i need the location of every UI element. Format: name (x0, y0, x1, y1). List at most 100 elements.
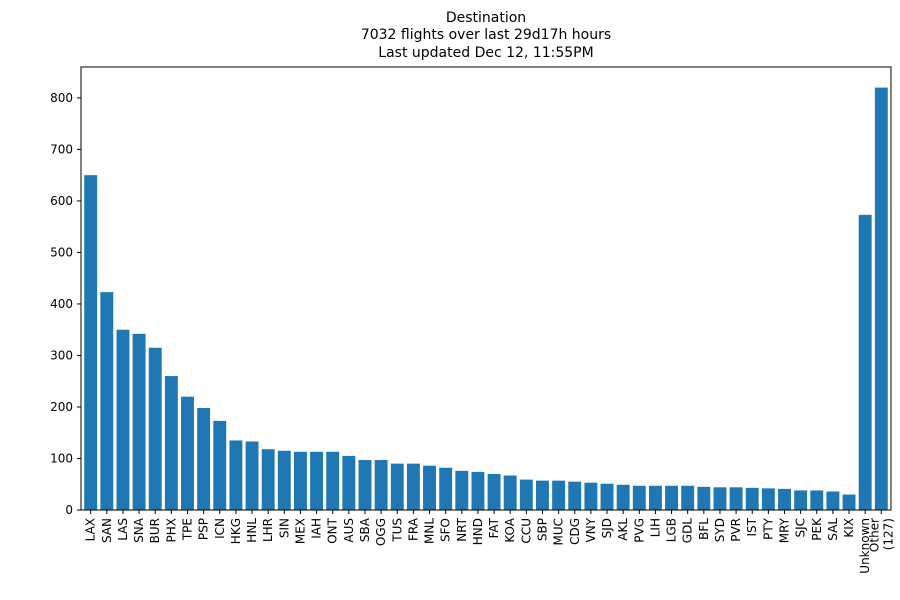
bar-kix (842, 494, 856, 510)
x-tick-label: ONT (326, 517, 340, 543)
y-tick-label: 600 (50, 194, 73, 208)
bar-lih (648, 485, 662, 510)
bar-ist (745, 487, 759, 510)
bar-sna (132, 333, 146, 510)
x-tick-label: SBA (358, 517, 372, 542)
x-tick-label: FAT (487, 517, 501, 538)
bar-sfo (439, 467, 453, 510)
bar-bur (148, 347, 162, 510)
x-tick-label: SIN (277, 518, 291, 538)
bar-sba (358, 460, 372, 510)
bar-gdl (681, 485, 695, 510)
bar-tus (390, 463, 404, 510)
x-tick-label: LAX (84, 518, 98, 541)
bar-phx (164, 376, 178, 510)
x-tick-label: KOA (503, 517, 517, 542)
x-tick-label: SAL (826, 518, 840, 541)
bar-aus (342, 455, 356, 510)
bar-ccu (519, 479, 533, 510)
x-tick-label: LIH (648, 518, 662, 537)
x-tick-label: SBP (535, 518, 549, 541)
y-axis: 0 100 200 300 400 500 600 700 800 (50, 91, 81, 517)
bar-akl (616, 484, 630, 510)
bar-sjc (794, 490, 808, 510)
bar-sal (826, 491, 840, 510)
bar-other (874, 87, 888, 510)
y-tick-label: 700 (50, 142, 73, 156)
x-tick-label: NRT (455, 517, 469, 541)
x-tick-label: SJC (794, 518, 808, 538)
bar-koa (503, 475, 517, 510)
plot-frame (80, 66, 892, 511)
x-axis: LAX SAN LAS SNA BUR PHX TPE PSP ICN HKG HNL LHR SIN M… (84, 510, 895, 574)
y-tick-label: 500 (50, 245, 73, 259)
bar-fra (406, 463, 420, 510)
bar-lhr (261, 449, 275, 510)
x-tick-label: HKG (229, 518, 243, 544)
x-tick-label: AUS (342, 518, 356, 543)
bar-hnd (471, 471, 485, 510)
x-tick-label: HND (471, 518, 485, 545)
bar-pek (810, 490, 824, 510)
bar-muc (552, 480, 566, 510)
x-tick-label: LHR (261, 518, 275, 542)
bar-tpe (181, 396, 194, 510)
bar-sbp (536, 480, 549, 510)
bar-pty (761, 488, 775, 510)
chart-title-line-3: Last updated Dec 12, 11:55PM (378, 45, 593, 61)
x-tick-label: MEX (293, 518, 307, 544)
x-tick-label: PSP (197, 518, 211, 540)
bar-las (116, 329, 130, 510)
x-tick-label: IST (745, 517, 759, 536)
bar-cdg (568, 481, 582, 510)
chart-title-line-1: Destination (446, 10, 526, 26)
x-tick-label: SAN (100, 518, 114, 543)
x-tick-label: KIX (842, 518, 856, 538)
bar-sin (277, 450, 291, 510)
x-tick-label: AKL (616, 518, 630, 541)
x-tick-label: BFL (697, 518, 711, 540)
x-tick-label: MNL (423, 518, 437, 544)
bar-mex (293, 451, 307, 510)
x-tick-label: PTY (761, 517, 775, 540)
y-tick-label: 200 (50, 400, 73, 414)
x-tick-label: SNA (132, 517, 146, 543)
bar-vny (584, 482, 598, 510)
bar-hkg (229, 440, 243, 510)
x-tick-label: BUR (148, 518, 162, 543)
x-tick-label: LGB (665, 518, 679, 542)
bar-hnl (245, 441, 259, 510)
x-tick-label: TUS (390, 518, 404, 543)
x-tick-label: IAH (310, 518, 324, 539)
x-tick-label: CCU (519, 518, 533, 544)
bar-icn (213, 420, 227, 510)
x-tick-label: CDG (568, 518, 582, 545)
bar-iah (310, 451, 324, 510)
x-tick-label: FRA (406, 517, 420, 541)
bars-group (84, 87, 888, 511)
x-tick-label: Other(127) (867, 518, 895, 552)
x-tick-label: ICN (213, 518, 227, 539)
bar-unknown (858, 214, 872, 510)
bar-psp (197, 408, 211, 510)
bar-lgb (665, 485, 679, 510)
bar-bfl (697, 486, 711, 510)
x-tick-label: Unknown (858, 518, 872, 574)
bar-nrt (455, 470, 469, 510)
bar-fat (487, 473, 501, 510)
x-tick-label: PVG (632, 518, 646, 543)
bar-san (100, 292, 114, 510)
x-tick-label: PEK (810, 517, 824, 541)
x-tick-label: HNL (245, 518, 259, 543)
bar-lax (84, 175, 98, 511)
x-tick-label: SJD (600, 518, 614, 538)
chart-title-line-2: 7032 flights over last 29d17h hours (361, 27, 611, 43)
bar-sjd (600, 483, 614, 510)
bar-ont (326, 451, 340, 510)
x-tick-label: GDL (681, 518, 695, 544)
y-tick-label: 800 (50, 91, 73, 105)
bar-mry (778, 488, 791, 510)
x-tick-label: TPE (180, 518, 194, 541)
y-tick-label: 100 (50, 451, 73, 465)
